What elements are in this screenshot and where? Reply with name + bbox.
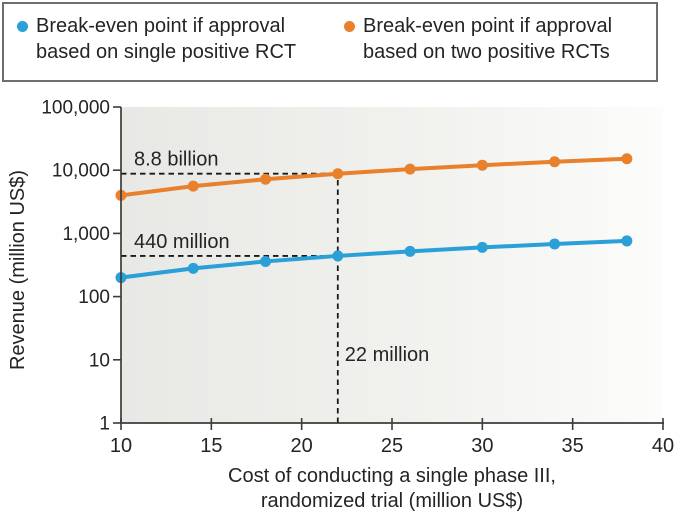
y-axis-title: Revenue (million US$) [7, 170, 29, 370]
x-tick-label: 20 [291, 435, 313, 457]
legend-marker-single-rct-icon [17, 21, 28, 32]
data-point [549, 238, 561, 250]
y-tick-label: 1 [99, 414, 110, 435]
data-point [187, 180, 199, 192]
x-tick-label: 25 [381, 435, 403, 457]
legend-item-two-rcts: Break-even point if approval based on tw… [344, 4, 657, 65]
data-point [260, 255, 272, 267]
x-tick-label: 10 [110, 435, 132, 457]
y-tick-label: 1,000 [62, 224, 110, 245]
annotation-440-million: 440 million [134, 231, 230, 253]
data-point [404, 245, 416, 257]
data-point [549, 156, 561, 168]
data-point [621, 153, 633, 165]
series-line-0 [119, 238, 629, 280]
x-tick-label: 30 [471, 435, 493, 457]
data-point [476, 159, 488, 171]
data-point [476, 241, 488, 253]
data-point [404, 163, 416, 175]
x-axis-title: Cost of conducting a single phase III, [228, 465, 556, 487]
legend: Break-even point if approval based on si… [2, 2, 658, 82]
y-tick-label: 10,000 [52, 161, 110, 182]
data-point [332, 168, 344, 180]
legend-marker-two-rcts-icon [344, 21, 355, 32]
data-point [621, 235, 633, 247]
legend-label-single-rct: Break-even point if approval based on si… [36, 15, 297, 63]
legend-item-single-rct: Break-even point if approval based on si… [17, 4, 330, 65]
x-tick-label: 15 [200, 435, 222, 457]
x-tick-label: 35 [562, 435, 584, 457]
annotation-8-8-billion: 8.8 billion [134, 149, 219, 171]
y-tick-label: 100,000 [41, 98, 110, 119]
data-point [332, 250, 344, 262]
data-point [187, 262, 199, 274]
legend-label-two-rcts: Break-even point if approval based on tw… [363, 15, 613, 63]
x-tick-label: 40 [652, 435, 674, 457]
x-axis-title: randomized trial (million US$) [261, 490, 523, 512]
series-line-1 [119, 156, 629, 198]
y-tick-label: 100 [78, 287, 110, 308]
data-point [260, 173, 272, 185]
annotation-22-million: 22 million [345, 344, 429, 366]
y-tick-label: 10 [89, 350, 110, 371]
